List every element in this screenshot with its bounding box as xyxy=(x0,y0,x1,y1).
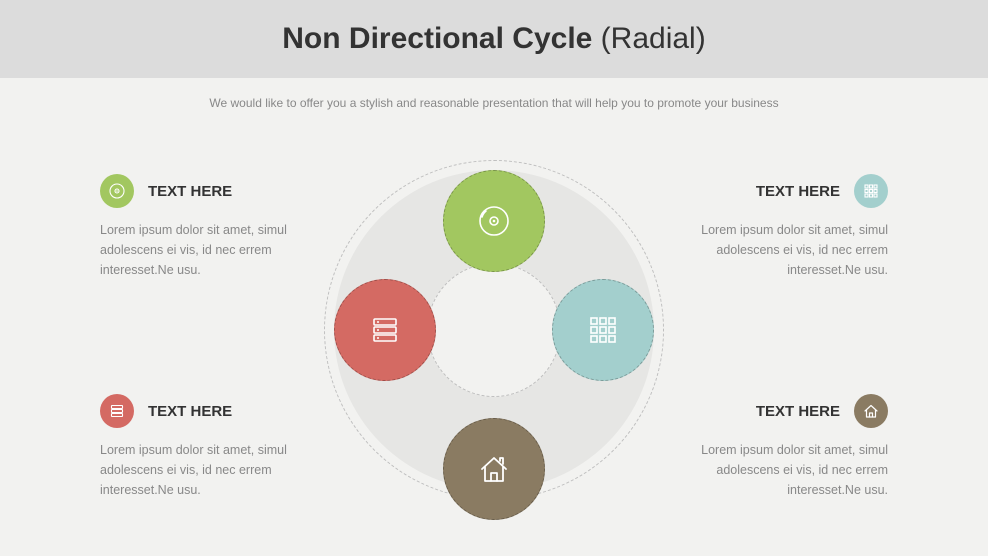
tb-head-tl: TEXT HERE xyxy=(100,174,340,208)
tb-head-bl: TEXT HERE xyxy=(100,394,340,428)
house-icon xyxy=(862,402,880,420)
radial-diagram xyxy=(324,160,664,500)
tb-head-br: TEXT HERE xyxy=(648,394,888,428)
text-block-tr: TEXT HERE Lorem ipsum dolor sit amet, si… xyxy=(648,174,888,280)
node-right xyxy=(552,279,654,381)
text-block-bl: TEXT HERE Lorem ipsum dolor sit amet, si… xyxy=(100,394,340,500)
small-circle-bl xyxy=(100,394,134,428)
node-bottom xyxy=(443,418,545,520)
ring-inner xyxy=(427,263,561,397)
node-left xyxy=(334,279,436,381)
grid-icon xyxy=(587,314,619,346)
tb-body-tl: Lorem ipsum dolor sit amet, simul adoles… xyxy=(100,220,340,280)
text-block-br: TEXT HERE Lorem ipsum dolor sit amet, si… xyxy=(648,394,888,500)
tb-title-tl: TEXT HERE xyxy=(148,183,232,200)
node-top xyxy=(443,170,545,272)
page-title: Non Directional Cycle (Radial) xyxy=(282,22,705,56)
tb-title-br: TEXT HERE xyxy=(756,403,840,420)
small-circle-tr xyxy=(854,174,888,208)
small-circle-br xyxy=(854,394,888,428)
tb-head-tr: TEXT HERE xyxy=(648,174,888,208)
tb-title-tr: TEXT HERE xyxy=(756,183,840,200)
subtitle: We would like to offer you a stylish and… xyxy=(0,96,988,110)
tb-body-br: Lorem ipsum dolor sit amet, simul adoles… xyxy=(648,440,888,500)
house-icon xyxy=(476,451,512,487)
grid-icon xyxy=(863,183,879,199)
title-light: (Radial) xyxy=(592,22,705,55)
tb-title-bl: TEXT HERE xyxy=(148,403,232,420)
disc-icon xyxy=(108,182,126,200)
tb-body-tr: Lorem ipsum dolor sit amet, simul adoles… xyxy=(648,220,888,280)
small-circle-tl xyxy=(100,174,134,208)
text-block-tl: TEXT HERE Lorem ipsum dolor sit amet, si… xyxy=(100,174,340,280)
header-bar: Non Directional Cycle (Radial) xyxy=(0,0,988,78)
tb-body-bl: Lorem ipsum dolor sit amet, simul adoles… xyxy=(100,440,340,500)
disc-icon xyxy=(476,203,512,239)
title-bold: Non Directional Cycle xyxy=(282,22,592,55)
server-icon xyxy=(369,314,401,346)
server-icon xyxy=(109,403,125,419)
